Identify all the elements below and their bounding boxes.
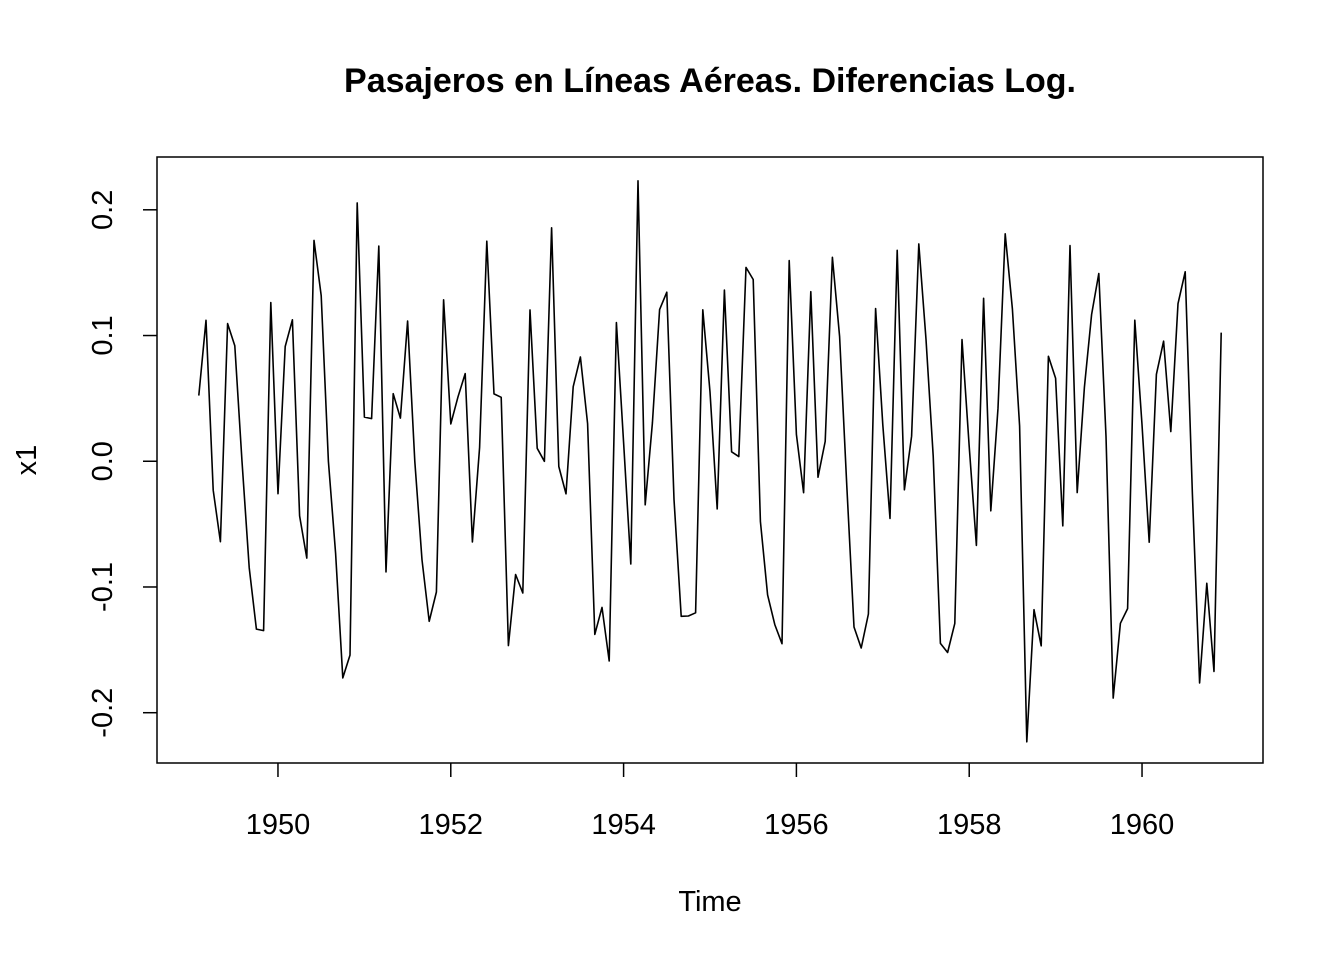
x-tick-label: 1954 <box>591 809 656 841</box>
y-tick-label: 0.0 <box>87 441 119 481</box>
x-tick-label: 1958 <box>937 809 1002 841</box>
x-tick-label: 1950 <box>246 809 311 841</box>
x-axis-label: Time <box>678 886 741 918</box>
y-tick-label: 0.1 <box>87 315 119 355</box>
x-axis: 1950 1952 1954 1956 1958 1960 <box>246 763 1175 841</box>
x-tick-label: 1960 <box>1110 809 1175 841</box>
y-tick-label: -0.2 <box>87 688 119 738</box>
chart-title: Pasajeros en Líneas Aéreas. Diferencias … <box>344 62 1076 100</box>
y-tick-label: 0.2 <box>87 190 119 230</box>
series-line <box>198 180 1222 743</box>
y-axis-label: x1 <box>11 445 43 476</box>
y-tick-label: -0.1 <box>87 562 119 612</box>
plot-frame <box>156 156 1264 764</box>
x-tick-label: 1952 <box>419 809 484 841</box>
y-axis: -0.2 -0.1 0.0 0.1 0.2 <box>87 190 157 738</box>
x-tick-label: 1956 <box>764 809 829 841</box>
